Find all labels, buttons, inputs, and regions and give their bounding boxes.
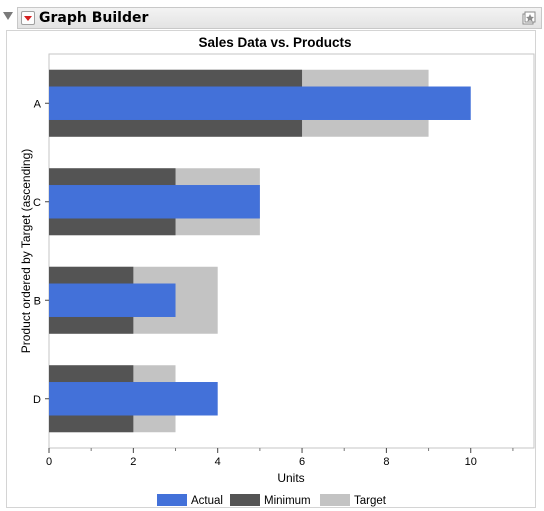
chart-title: Sales Data vs. Products: [198, 35, 351, 50]
x-tick-label: 4: [215, 456, 221, 468]
x-tick-label: 0: [46, 456, 52, 468]
bar-actual-D: [49, 382, 218, 416]
legend-swatch-target: [320, 494, 350, 506]
outline-header: Graph Builder: [17, 7, 542, 29]
x-tick-label: 2: [130, 456, 136, 468]
bar-actual-C: [49, 185, 260, 219]
y-tick-label: B: [34, 295, 41, 307]
red-triangle-menu-icon[interactable]: [21, 11, 35, 25]
bar-actual-B: [49, 283, 176, 317]
x-tick-label: 8: [383, 456, 389, 468]
x-tick-label: 10: [465, 456, 477, 468]
legend-label-minimum: Minimum: [264, 495, 311, 507]
y-axis-label: Product ordered by Target (ascending): [19, 149, 33, 354]
legend-swatch-actual: [157, 494, 187, 506]
window-title: Graph Builder: [39, 10, 149, 26]
bar-actual-A: [49, 86, 471, 120]
legend-label-actual: Actual: [191, 495, 223, 507]
x-tick-label: 6: [299, 456, 305, 468]
legend-label-target: Target: [354, 495, 387, 507]
y-tick-label: A: [34, 98, 42, 110]
y-tick-label: D: [33, 394, 41, 406]
graph-builder-outline: Graph Builder: [0, 0, 544, 36]
disclosure-triangle-icon[interactable]: [3, 11, 13, 21]
legend: Actual Minimum Target: [157, 494, 387, 507]
y-tick-label: C: [33, 197, 41, 209]
x-axis-label: Units: [277, 471, 304, 485]
legend-swatch-minimum: [230, 494, 260, 506]
popout-icon[interactable]: [522, 11, 536, 25]
